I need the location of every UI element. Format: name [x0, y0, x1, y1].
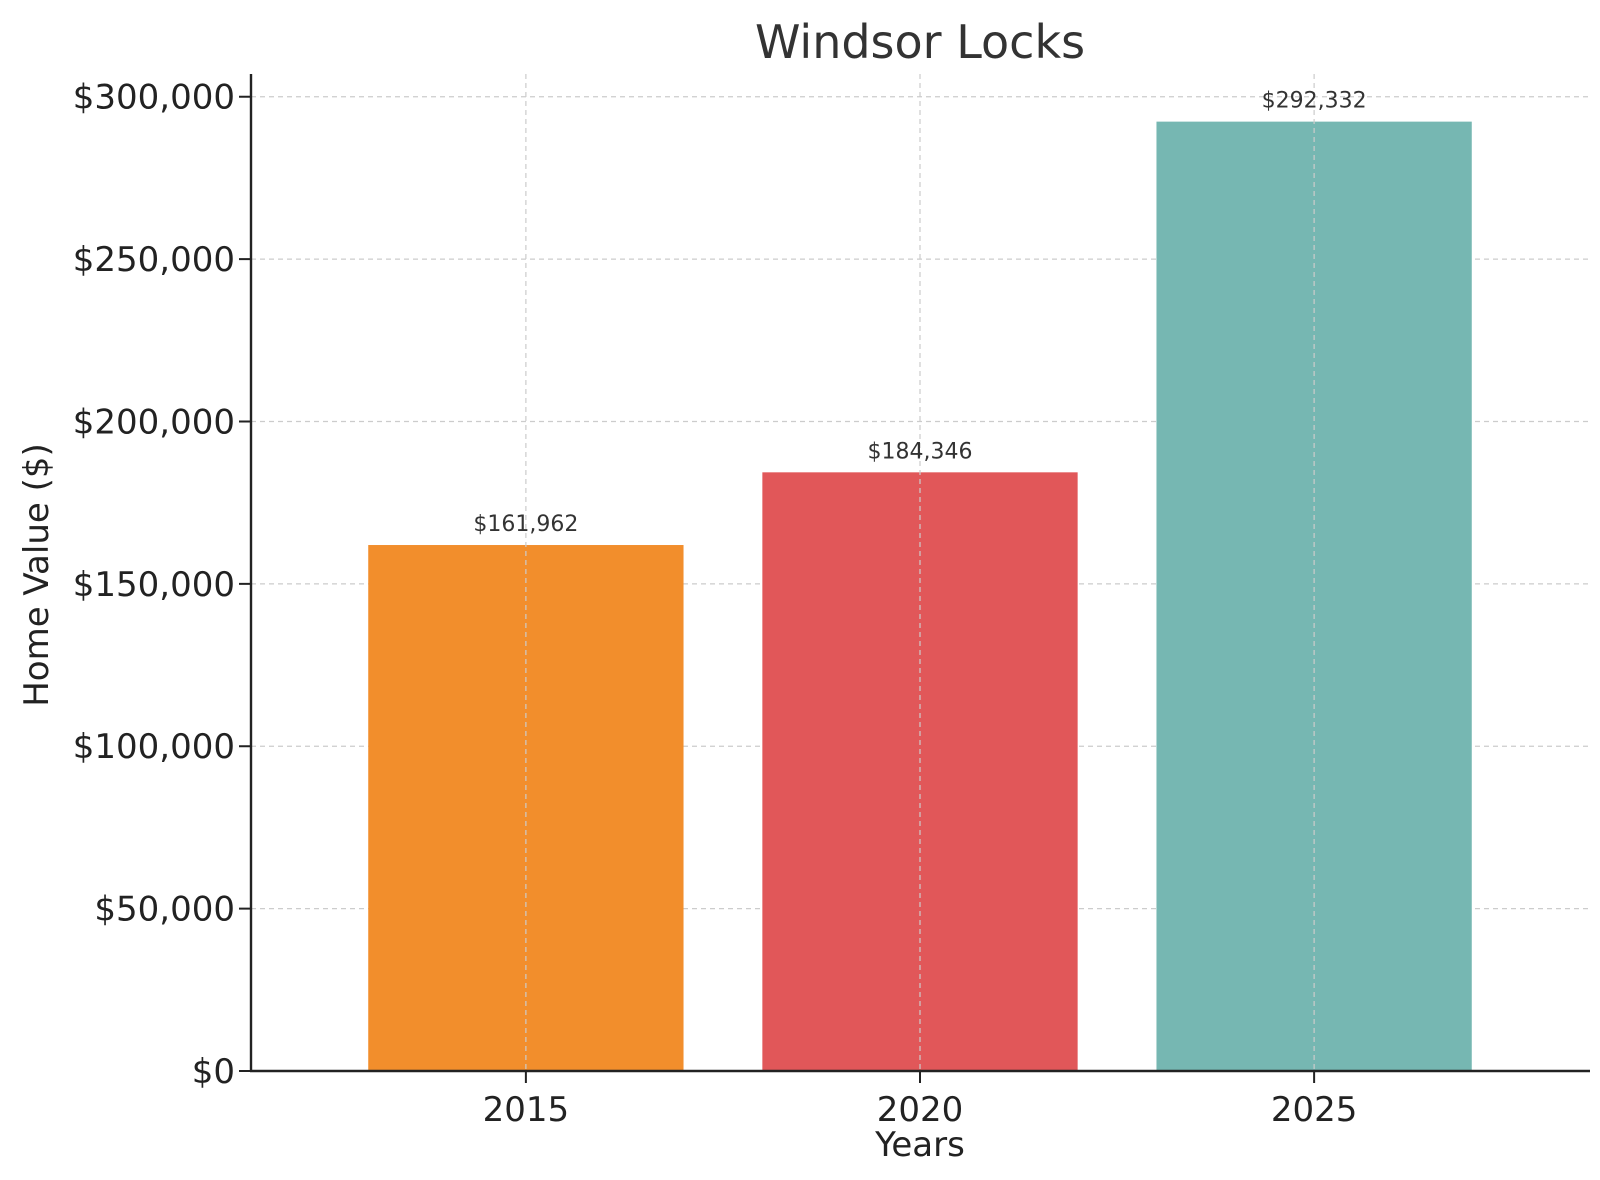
y-tick-label: $300,000 [73, 78, 235, 118]
y-tick-label: $100,000 [73, 727, 235, 767]
chart-title: Windsor Locks [755, 15, 1085, 69]
x-tick-label: 2025 [1271, 1090, 1358, 1130]
y-tick-label: $250,000 [73, 240, 235, 280]
y-tick-label: $200,000 [73, 402, 235, 442]
y-tick-label: $150,000 [73, 565, 235, 605]
y-tick-label: $0 [192, 1052, 235, 1092]
ticks: $0 $50,000 $100,000 $150,000 $200,000 $250,00… [73, 78, 1358, 1130]
bar-value-label: $161,962 [473, 512, 578, 537]
y-axis-label: Home Value ($) [17, 443, 57, 707]
y-tick-label: $50,000 [94, 890, 235, 930]
vertical-grid [525, 74, 1315, 1071]
data-labels: $161,962 $184,346 $292,332 [473, 89, 1366, 537]
x-tick-label: 2020 [877, 1090, 964, 1130]
x-tick-label: 2015 [483, 1090, 570, 1130]
x-axis-label: Years [874, 1125, 965, 1165]
bar-value-label: $184,346 [868, 439, 973, 464]
bar-value-label: $292,332 [1262, 89, 1367, 114]
